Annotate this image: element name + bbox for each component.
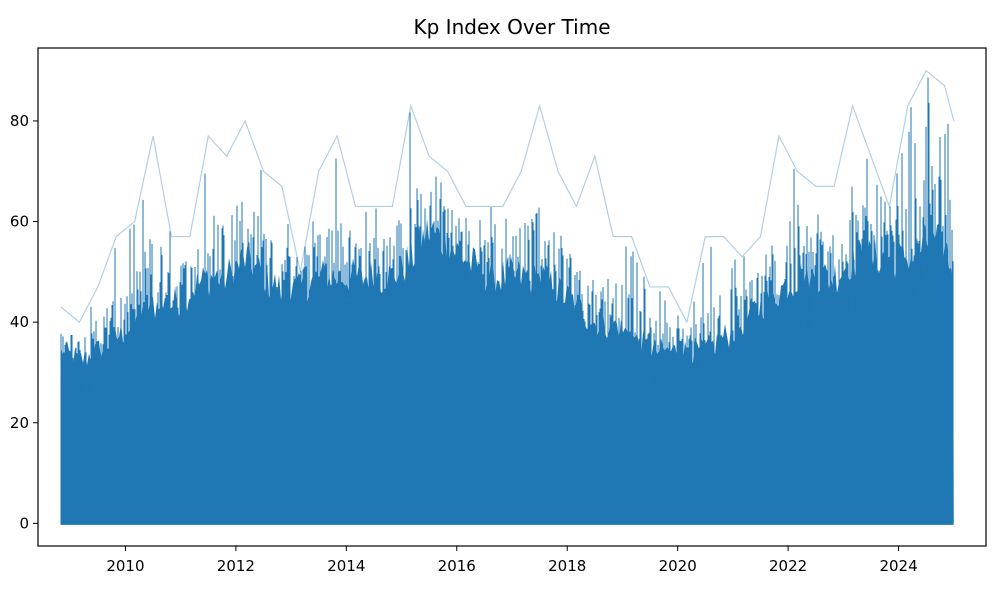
x-tick-label: 2014 (327, 557, 365, 575)
x-axis: 2010 2012 2014 2016 2018 2020 2022 2024 (106, 546, 918, 575)
x-tick-label: 2018 (548, 557, 586, 575)
y-tick-label: 60 (10, 213, 29, 231)
x-tick-label: 2022 (769, 557, 807, 575)
chart-title: Kp Index Over Time (414, 15, 611, 39)
y-tick-label: 80 (10, 112, 29, 130)
series-spikes (60, 77, 954, 525)
series-group (60, 69, 955, 525)
y-axis: 0 20 40 60 80 (10, 112, 38, 532)
series-max-envelope (60, 69, 955, 324)
x-tick-label: 2016 (438, 557, 476, 575)
y-tick-label: 0 (19, 514, 29, 532)
y-tick-label: 20 (10, 414, 29, 432)
x-tick-label: 2010 (106, 557, 144, 575)
plot-frame (37, 47, 987, 547)
x-tick-label: 2020 (659, 557, 697, 575)
x-tick-label: 2012 (217, 557, 255, 575)
x-tick-label: 2024 (879, 557, 917, 575)
y-tick-label: 40 (10, 313, 29, 331)
